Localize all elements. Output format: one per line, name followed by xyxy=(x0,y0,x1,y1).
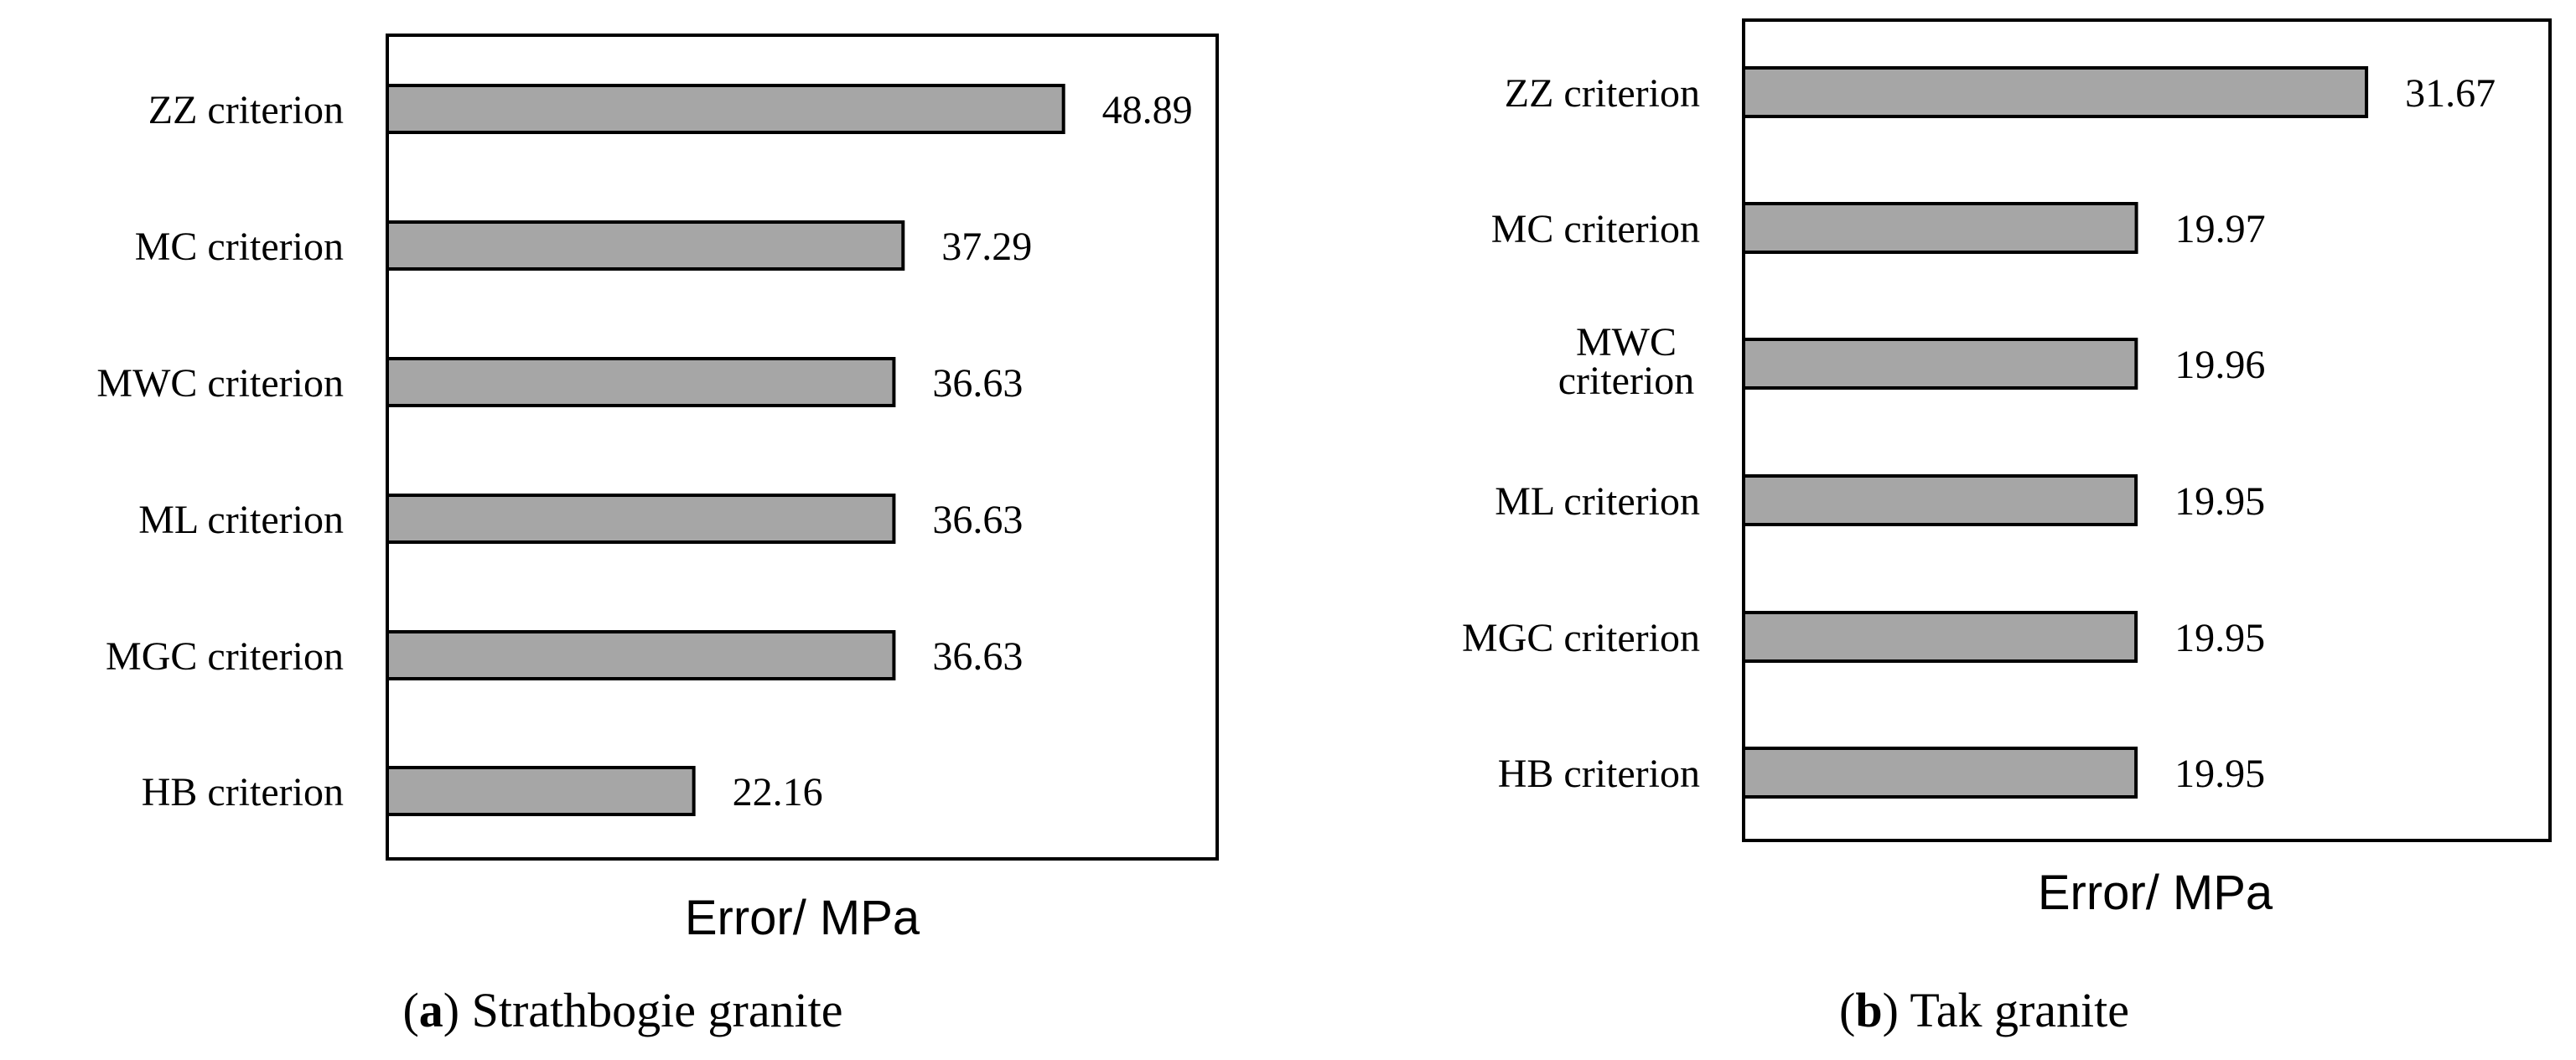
data-label: 31.67 xyxy=(2405,71,2496,116)
bar xyxy=(386,220,905,271)
category-label: ZZ criterion xyxy=(1505,71,1700,116)
data-label: 37.29 xyxy=(941,225,1032,269)
data-label: 48.89 xyxy=(1102,88,1193,132)
bar xyxy=(1742,611,2138,663)
category-label: MWC criterion xyxy=(96,361,344,406)
category-label: ZZ criterion xyxy=(148,88,344,132)
bar xyxy=(386,84,1065,134)
plot-frame xyxy=(386,34,1219,861)
caption-paren: ) xyxy=(1883,983,1899,1037)
data-label: 36.63 xyxy=(932,498,1023,542)
category-label: MWC criterion xyxy=(1558,320,1695,403)
panel-caption: (a) Strathbogie granite xyxy=(402,983,842,1037)
bar xyxy=(386,630,896,680)
panel-caption: (b) Tak granite xyxy=(1839,983,2129,1037)
caption-text: Tak granite xyxy=(1899,983,2129,1037)
category-label: ML criterion xyxy=(138,498,344,542)
bar xyxy=(386,494,896,544)
bar xyxy=(1742,66,2369,118)
data-label: 19.95 xyxy=(2174,752,2265,796)
bar xyxy=(1742,747,2138,799)
data-label: 19.96 xyxy=(2174,343,2265,387)
data-label: 36.63 xyxy=(932,634,1023,679)
chart-panel-b: 31.67 ZZ criterion 19.97 MC criterion 19.96 M… xyxy=(1462,18,2552,1037)
category-label: HB criterion xyxy=(142,770,344,814)
category-label: MC criterion xyxy=(1491,207,1700,251)
caption-paren: ( xyxy=(1839,983,1855,1037)
bar xyxy=(1742,338,2138,390)
x-axis-label: Error/ MPa xyxy=(685,891,920,945)
data-label: 19.95 xyxy=(2174,479,2265,524)
data-label: 19.95 xyxy=(2174,616,2265,660)
category-label: MC criterion xyxy=(135,225,344,269)
bar xyxy=(386,357,896,407)
plot-frame xyxy=(1742,18,2552,842)
data-label: 36.63 xyxy=(932,361,1023,406)
category-label: MGC criterion xyxy=(106,634,344,679)
data-label: 22.16 xyxy=(733,770,823,814)
x-axis-label: Error/ MPa xyxy=(2038,866,2273,920)
caption-text: Strathbogie granite xyxy=(459,983,842,1037)
chart-panel-a: 48.89 ZZ criterion 37.29 MC criterion 36.63 M… xyxy=(96,34,1219,1037)
bar xyxy=(1742,202,2138,254)
bar xyxy=(1742,474,2138,526)
category-label: ML criterion xyxy=(1495,479,1700,524)
category-label-line: MWC xyxy=(1576,320,1677,365)
category-label: HB criterion xyxy=(1498,752,1700,796)
category-label-line: criterion xyxy=(1558,359,1695,403)
caption-letter: a xyxy=(419,983,443,1037)
caption-paren: ( xyxy=(402,983,418,1037)
data-label: 19.97 xyxy=(2175,207,2266,251)
caption-letter: b xyxy=(1855,983,1882,1037)
category-label: MGC criterion xyxy=(1462,616,1700,660)
bar xyxy=(386,766,696,816)
caption-paren: ) xyxy=(443,983,459,1037)
